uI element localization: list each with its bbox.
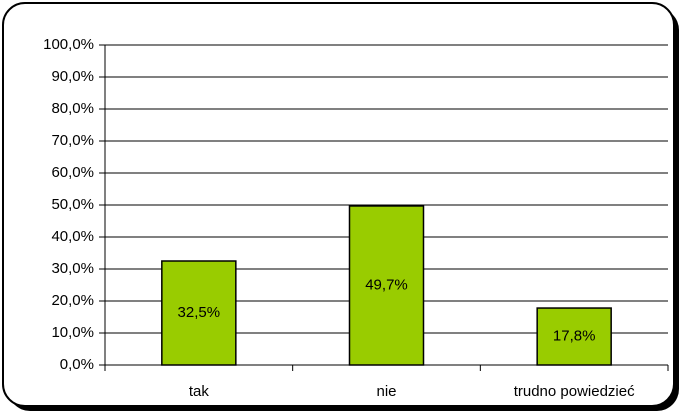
bar	[161, 260, 237, 366]
x-tick-label: tak	[189, 383, 210, 400]
y-tick-label: 70,0%	[51, 132, 94, 149]
data-label: 49,7%	[365, 276, 408, 293]
y-tick-label: 40,0%	[51, 228, 94, 245]
x-tick-label: nie	[376, 383, 396, 400]
y-tick-label: 30,0%	[51, 260, 94, 277]
bar	[348, 205, 425, 366]
y-tick-label: 20,0%	[51, 292, 94, 309]
y-tick-label: 10,0%	[51, 324, 94, 341]
y-tick-label: 80,0%	[51, 100, 94, 117]
x-tick-label: trudno powiedzieć	[514, 383, 635, 400]
y-tick-label: 100,0%	[43, 36, 94, 53]
y-tick-label: 90,0%	[51, 68, 94, 85]
data-label: 17,8%	[553, 327, 596, 344]
y-tick-label: 0,0%	[60, 356, 94, 373]
y-tick-label: 60,0%	[51, 164, 94, 181]
y-tick-label: 50,0%	[51, 196, 94, 213]
data-label: 32,5%	[178, 304, 221, 321]
